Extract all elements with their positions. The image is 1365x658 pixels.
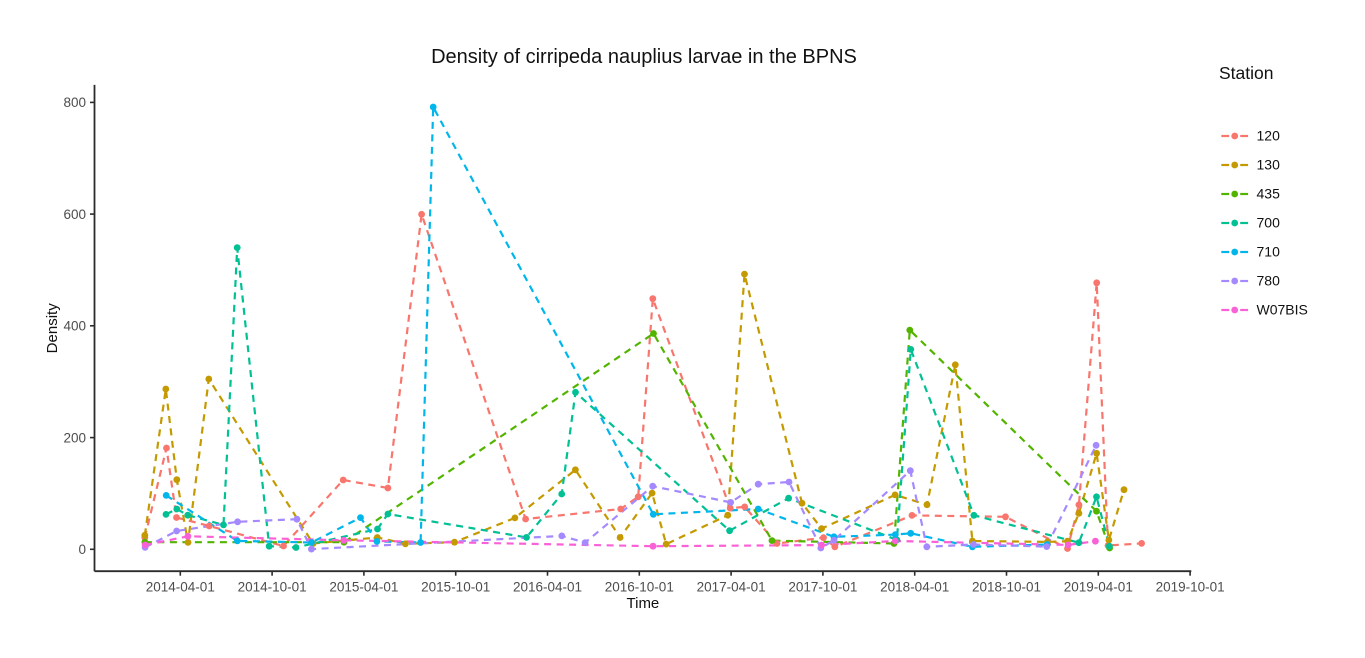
svg-text:2017-10-01: 2017-10-01 bbox=[788, 580, 857, 595]
svg-text:130: 130 bbox=[1257, 157, 1281, 173]
svg-text:2016-04-01: 2016-04-01 bbox=[513, 580, 582, 595]
svg-text:2019-04-01: 2019-04-01 bbox=[1064, 580, 1133, 595]
svg-text:2017-04-01: 2017-04-01 bbox=[697, 580, 766, 595]
svg-text:2018-10-01: 2018-10-01 bbox=[972, 580, 1041, 595]
svg-text:Density of cirripeda nauplius: Density of cirripeda nauplius larvae in … bbox=[431, 46, 857, 68]
svg-text:200: 200 bbox=[63, 430, 86, 445]
svg-text:2015-04-01: 2015-04-01 bbox=[329, 580, 398, 595]
svg-text:800: 800 bbox=[63, 95, 86, 110]
svg-text:2019-10-01: 2019-10-01 bbox=[1156, 580, 1225, 595]
svg-text:435: 435 bbox=[1257, 186, 1281, 202]
svg-text:Density: Density bbox=[44, 303, 61, 354]
svg-text:2014-04-01: 2014-04-01 bbox=[146, 580, 215, 595]
svg-text:120: 120 bbox=[1257, 128, 1281, 144]
svg-text:2015-10-01: 2015-10-01 bbox=[421, 580, 490, 595]
svg-text:W07BIS: W07BIS bbox=[1257, 302, 1308, 318]
svg-text:400: 400 bbox=[63, 319, 86, 334]
svg-text:2018-04-01: 2018-04-01 bbox=[880, 580, 949, 595]
svg-text:0: 0 bbox=[78, 542, 86, 557]
svg-text:710: 710 bbox=[1257, 244, 1281, 260]
svg-text:Station: Station bbox=[1219, 63, 1273, 83]
svg-text:700: 700 bbox=[1257, 215, 1281, 231]
svg-text:780: 780 bbox=[1257, 273, 1281, 289]
svg-text:2016-10-01: 2016-10-01 bbox=[605, 580, 674, 595]
svg-text:Time: Time bbox=[627, 595, 660, 612]
svg-text:2014-10-01: 2014-10-01 bbox=[238, 580, 307, 595]
svg-text:600: 600 bbox=[63, 207, 86, 222]
